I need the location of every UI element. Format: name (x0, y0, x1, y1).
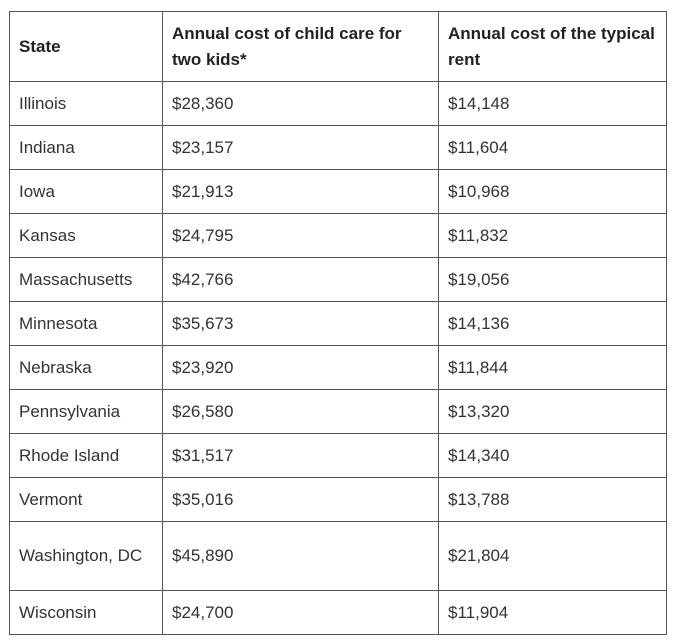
header-state: State (9, 11, 163, 82)
state-cell: Pennsylvania (9, 389, 163, 434)
rent-cell: $11,904 (438, 590, 667, 635)
state-cell: Nebraska (9, 345, 163, 390)
rent-cell: $14,340 (438, 433, 667, 478)
child-care-cell: $23,157 (162, 125, 439, 170)
rent-cell: $11,604 (438, 125, 667, 170)
table-header-row: State Annual cost of child care for two … (9, 11, 667, 82)
child-care-cell: $24,795 (162, 213, 439, 258)
child-care-cell: $23,920 (162, 345, 439, 390)
rent-cell: $14,148 (438, 81, 667, 126)
table-row: Vermont $35,016 $13,788 (9, 477, 667, 522)
rent-cell: $13,788 (438, 477, 667, 522)
table-row: Kansas $24,795 $11,832 (9, 213, 667, 258)
rent-cell: $19,056 (438, 257, 667, 302)
rent-cell: $10,968 (438, 169, 667, 214)
rent-cell: $13,320 (438, 389, 667, 434)
state-cell: Indiana (9, 125, 163, 170)
table-row: Rhode Island $31,517 $14,340 (9, 433, 667, 478)
rent-cell: $11,832 (438, 213, 667, 258)
table-row: Minnesota $35,673 $14,136 (9, 301, 667, 346)
table-row: Washington, DC $45,890 $21,804 (9, 521, 667, 591)
child-care-cell: $21,913 (162, 169, 439, 214)
table-row: Wisconsin $24,700 $11,904 (9, 590, 667, 635)
state-cell: Illinois (9, 81, 163, 126)
state-cell: Washington, DC (9, 521, 163, 591)
child-care-cell: $24,700 (162, 590, 439, 635)
child-care-cell: $35,673 (162, 301, 439, 346)
child-care-cell: $26,580 (162, 389, 439, 434)
child-care-cell: $28,360 (162, 81, 439, 126)
header-child-care-cost: Annual cost of child care for two kids* (162, 11, 439, 82)
table-row: Indiana $23,157 $11,604 (9, 125, 667, 170)
child-care-cell: $31,517 (162, 433, 439, 478)
child-care-cell: $35,016 (162, 477, 439, 522)
state-cell: Massachusetts (9, 257, 163, 302)
cost-comparison-table: State Annual cost of child care for two … (9, 11, 667, 635)
table-row: Iowa $21,913 $10,968 (9, 169, 667, 214)
state-cell: Kansas (9, 213, 163, 258)
state-cell: Minnesota (9, 301, 163, 346)
state-cell: Vermont (9, 477, 163, 522)
table-row: Illinois $28,360 $14,148 (9, 81, 667, 126)
state-cell: Wisconsin (9, 590, 163, 635)
state-cell: Iowa (9, 169, 163, 214)
rent-cell: $11,844 (438, 345, 667, 390)
child-care-cell: $45,890 (162, 521, 439, 591)
table-row: Massachusetts $42,766 $19,056 (9, 257, 667, 302)
cost-table-container: State Annual cost of child care for two … (9, 11, 667, 635)
child-care-cell: $42,766 (162, 257, 439, 302)
header-rent-cost: Annual cost of the typical rent (438, 11, 667, 82)
table-row: Pennsylvania $26,580 $13,320 (9, 389, 667, 434)
state-cell: Rhode Island (9, 433, 163, 478)
table-row: Nebraska $23,920 $11,844 (9, 345, 667, 390)
rent-cell: $14,136 (438, 301, 667, 346)
rent-cell: $21,804 (438, 521, 667, 591)
